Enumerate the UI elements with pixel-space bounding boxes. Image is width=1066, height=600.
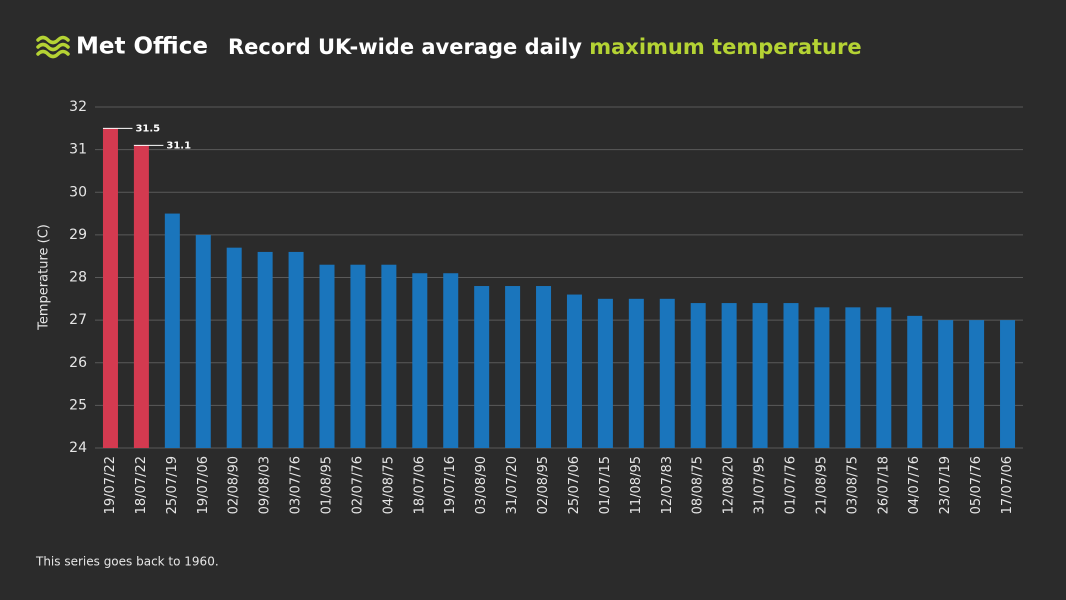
x-tick-label: 19/07/16	[443, 456, 458, 514]
x-tick-label: 08/08/75	[691, 456, 706, 514]
x-tick-label: 18/07/22	[134, 456, 149, 514]
bar	[969, 320, 985, 448]
y-tick-label: 29	[69, 227, 87, 243]
bar	[628, 298, 644, 448]
bar	[474, 286, 490, 448]
bar	[566, 294, 582, 448]
bar	[845, 307, 861, 448]
data-label: 31.5	[135, 123, 160, 134]
bar	[721, 303, 737, 448]
bar	[505, 286, 521, 448]
x-tick-label: 12/08/20	[722, 456, 737, 514]
x-tick-label: 03/07/76	[289, 456, 304, 514]
y-tick-label: 27	[69, 312, 87, 328]
bar	[226, 247, 242, 448]
bar	[350, 264, 366, 448]
title-highlight: maximum temperature	[589, 35, 861, 59]
y-axis-label: Temperature (C)	[37, 224, 52, 331]
bar	[133, 145, 149, 449]
y-tick-label: 24	[69, 440, 87, 456]
x-tick-label: 12/07/83	[660, 456, 675, 514]
bar	[412, 273, 428, 448]
bar	[1000, 320, 1016, 448]
bar	[752, 303, 768, 448]
chart-title: Record UK-wide average daily maximum tem…	[228, 35, 862, 59]
x-tick-label: 01/07/15	[598, 456, 613, 514]
x-tick-label: 18/07/06	[412, 456, 427, 514]
x-tick-label: 26/07/18	[876, 456, 891, 514]
x-tick-label: 19/07/22	[103, 456, 118, 514]
x-tick-label: 21/08/95	[814, 456, 829, 514]
bar	[783, 303, 799, 448]
y-tick-label: 30	[69, 184, 87, 200]
y-tick-label: 31	[69, 142, 87, 158]
y-tick-label: 32	[69, 99, 87, 115]
bar	[597, 298, 613, 448]
bar	[195, 234, 211, 448]
x-tick-label: 01/07/76	[784, 456, 799, 514]
bar	[690, 303, 706, 448]
x-tick-label: 25/07/19	[165, 456, 180, 514]
logo-icon	[36, 35, 70, 59]
y-tick-label: 25	[69, 397, 87, 413]
bar	[659, 298, 675, 448]
x-tick-label: 11/08/95	[629, 456, 644, 514]
x-tick-label: 04/07/76	[907, 456, 922, 514]
x-tick-label: 02/07/76	[350, 456, 365, 514]
x-tick-label: 05/07/76	[969, 456, 984, 514]
x-tick-label: 19/07/06	[196, 456, 211, 514]
bar	[164, 213, 180, 448]
title-main: Record UK-wide average daily	[228, 35, 582, 59]
x-tick-label: 25/07/06	[567, 456, 582, 514]
bar	[102, 128, 118, 448]
x-tick-label: 09/08/03	[258, 456, 273, 514]
x-tick-label: 31/07/20	[505, 456, 520, 514]
bar	[288, 251, 304, 448]
footnote: This series goes back to 1960.	[35, 555, 219, 569]
x-tick-label: 17/07/06	[1000, 456, 1015, 514]
x-tick-label: 02/08/95	[536, 456, 551, 514]
data-label: 31.1	[166, 140, 191, 151]
bar	[381, 264, 397, 448]
bar	[907, 315, 923, 448]
bar	[443, 273, 459, 448]
y-tick-label: 26	[69, 355, 87, 371]
x-tick-label: 03/08/90	[474, 456, 489, 514]
bar	[319, 264, 335, 448]
bar	[536, 286, 552, 448]
x-tick-label: 04/08/75	[381, 456, 396, 514]
bar	[814, 307, 830, 448]
y-tick-label: 28	[69, 270, 87, 286]
x-tick-label: 02/08/90	[227, 456, 242, 514]
logo-text: Met Office	[76, 34, 208, 60]
x-tick-label: 23/07/19	[938, 456, 953, 514]
bar	[876, 307, 892, 448]
x-tick-label: 01/08/95	[320, 456, 335, 514]
bar	[938, 320, 954, 448]
x-tick-label: 03/08/75	[845, 456, 860, 514]
x-tick-label: 31/07/95	[753, 456, 768, 514]
bar	[257, 251, 273, 448]
